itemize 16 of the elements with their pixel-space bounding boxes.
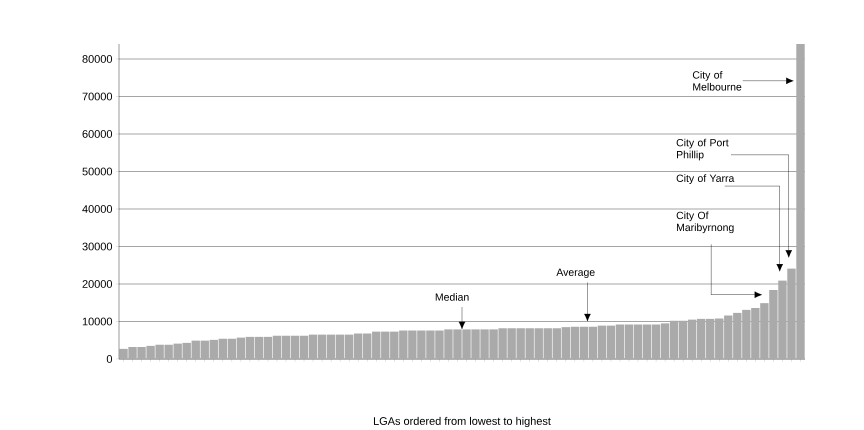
annotation: City of Port Phillip (676, 138, 729, 160)
annotation: City Of Maribyrnong (676, 211, 734, 233)
y-tick-label: 60000 (82, 130, 112, 138)
annotation: City of Yarra (676, 174, 734, 184)
y-tick-label: 10000 (82, 317, 112, 326)
y-tick-label: 0 (106, 354, 112, 363)
y-tick-label: 30000 (82, 242, 112, 250)
annotation: Average (556, 268, 595, 278)
y-tick-label: 20000 (82, 280, 112, 288)
x-axis-title: LGAs ordered from lowest to highest (374, 416, 551, 427)
y-tick-label: 50000 (82, 167, 112, 176)
y-tick-label: 40000 (82, 204, 112, 213)
y-tick-label: 80000 (82, 54, 112, 63)
y-tick-label: 70000 (82, 92, 112, 100)
annotation: City of Melbourne (692, 70, 742, 90)
annotation: Median (436, 292, 469, 301)
